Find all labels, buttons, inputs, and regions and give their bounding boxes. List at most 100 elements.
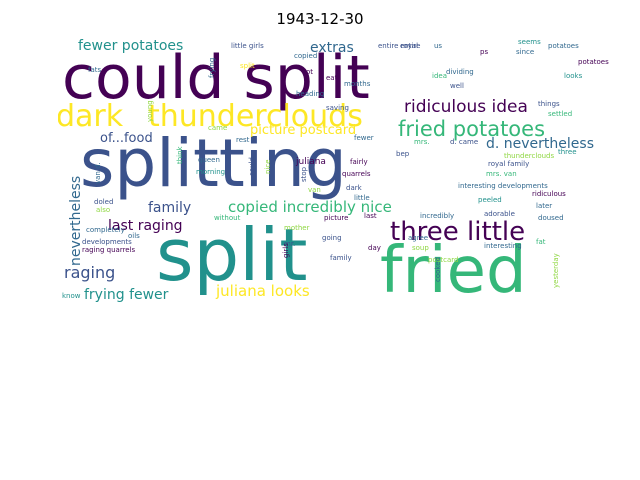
cloud-word: know bbox=[62, 292, 81, 300]
cloud-word: last bbox=[364, 212, 377, 220]
cloud-word: agree bbox=[408, 234, 428, 242]
cloud-word: queen bbox=[198, 156, 220, 164]
cloud-word: came bbox=[208, 124, 227, 132]
cloud-word: could bbox=[248, 157, 256, 176]
cloud-word: also bbox=[96, 206, 110, 214]
cloud-word: thunderclouds bbox=[148, 99, 363, 134]
cloud-word: split bbox=[156, 213, 307, 297]
cloud-word: van d. bbox=[94, 162, 102, 184]
cloud-word: idea bbox=[432, 72, 447, 80]
cloud-word: dark bbox=[346, 184, 363, 192]
cloud-word: yesterday bbox=[552, 253, 560, 288]
cloud-word: could split bbox=[62, 43, 370, 113]
cloud-word: completely bbox=[86, 226, 125, 234]
cloud-word: last raging bbox=[108, 218, 183, 234]
cloud-word: doused bbox=[538, 214, 564, 222]
cloud-word: peeled bbox=[478, 196, 502, 204]
cloud-word: fried bbox=[380, 234, 527, 302]
cloud-word: fat bbox=[536, 238, 546, 246]
chart-title: 1943-12-30 bbox=[276, 10, 364, 28]
cloud-word: family bbox=[330, 254, 352, 262]
cloud-word: raging bbox=[64, 263, 115, 282]
cloud-word: of...food bbox=[100, 131, 153, 146]
cloud-word: quarrels bbox=[342, 170, 371, 178]
cloud-word: settled bbox=[548, 110, 572, 118]
cloud-word: morning bbox=[196, 168, 225, 176]
cloud-word: copied incredibly nice bbox=[228, 198, 392, 216]
cloud-word: nice bbox=[264, 159, 272, 174]
cloud-word: rest bbox=[236, 136, 250, 144]
cloud-word: frying bbox=[208, 58, 216, 78]
cloud-word: us bbox=[434, 42, 442, 50]
cloud-word: splitting bbox=[80, 125, 347, 202]
cloud-word: day bbox=[368, 244, 381, 252]
cloud-word: things bbox=[538, 100, 560, 108]
cloud-word: d. came bbox=[450, 138, 478, 146]
cloud-word: dividing bbox=[446, 68, 474, 76]
cloud-word: interesting bbox=[484, 242, 522, 250]
cloud-word: girls bbox=[282, 243, 290, 258]
cloud-word: eat bbox=[326, 74, 338, 82]
cloud-word: potatoes bbox=[578, 58, 609, 66]
cloud-word: later bbox=[536, 202, 552, 210]
cloud-word: mrs. van bbox=[486, 170, 517, 178]
cloud-word: young bbox=[146, 100, 154, 122]
cloud-word: copied bbox=[294, 52, 317, 60]
cloud-word: entire royal bbox=[378, 42, 418, 50]
cloud-word: potatoes bbox=[548, 42, 579, 50]
cloud-word: dark bbox=[58, 99, 124, 134]
cloud-word: entire bbox=[400, 42, 420, 50]
cloud-word: fairly bbox=[350, 158, 368, 166]
cloud-word: little bbox=[354, 194, 370, 202]
cloud-word: months bbox=[344, 80, 371, 88]
cloud-word: oils bbox=[128, 232, 140, 240]
cloud-word: raging quarrels bbox=[82, 246, 136, 254]
cloud-word: family bbox=[148, 200, 191, 216]
cloud-word: split bbox=[240, 62, 255, 70]
cloud-word: juliana bbox=[295, 157, 326, 167]
cloud-word: little girls bbox=[231, 42, 264, 50]
cloud-word: ridiculous idea bbox=[404, 97, 528, 117]
cloud-word: developments bbox=[82, 238, 132, 246]
cloud-word: picture postcard bbox=[250, 123, 356, 138]
cloud-word: interesting developments bbox=[458, 182, 548, 190]
cloud-word: mrs. bbox=[414, 138, 430, 146]
cloud-word: since bbox=[516, 48, 534, 56]
cloud-word: well bbox=[450, 82, 464, 90]
cloud-word: fats bbox=[88, 66, 101, 74]
cloud-word: adorable bbox=[484, 210, 515, 218]
cloud-word: van bbox=[308, 186, 321, 194]
cloud-word: fewer potatoes bbox=[78, 38, 183, 54]
cloud-word: doled bbox=[94, 198, 113, 206]
cloud-word: think bbox=[176, 145, 184, 164]
cloud-word: going bbox=[322, 234, 342, 242]
cloud-word: bep bbox=[396, 150, 410, 158]
cloud-word: soup bbox=[412, 244, 429, 252]
cloud-word: postcard bbox=[428, 256, 458, 264]
cloud-word: heading bbox=[296, 90, 324, 98]
cloud-word: d. nevertheless bbox=[486, 136, 594, 152]
cloud-word: picture bbox=[324, 214, 348, 222]
cloud-word: stop bbox=[300, 166, 308, 182]
cloud-word: cooked bbox=[434, 257, 442, 282]
cloud-word: three little bbox=[390, 217, 525, 247]
cloud-word: extras bbox=[310, 40, 354, 56]
cloud-word: nevertheless bbox=[68, 176, 84, 266]
cloud-word: lot bbox=[304, 68, 313, 76]
word-cloud: could split splitting split fried dark thunde… bbox=[58, 34, 610, 302]
cloud-word: mr. bbox=[284, 240, 295, 248]
cloud-word: saving bbox=[326, 104, 349, 112]
cloud-word: fewer bbox=[354, 134, 374, 142]
cloud-word: frying fewer bbox=[84, 287, 169, 302]
cloud-word: seems bbox=[518, 38, 541, 46]
cloud-word: mother bbox=[284, 224, 310, 232]
cloud-word: juliana looks bbox=[215, 282, 310, 300]
cloud-word: ridiculous bbox=[532, 190, 566, 198]
cloud-word: fried potatoes bbox=[398, 117, 545, 141]
cloud-word: royal family bbox=[488, 160, 529, 168]
cloud-word: looks bbox=[564, 72, 583, 80]
cloud-word: ps bbox=[480, 48, 488, 56]
cloud-word: without bbox=[214, 214, 241, 222]
cloud-word: three bbox=[558, 148, 577, 156]
cloud-word: incredibly bbox=[420, 212, 454, 220]
